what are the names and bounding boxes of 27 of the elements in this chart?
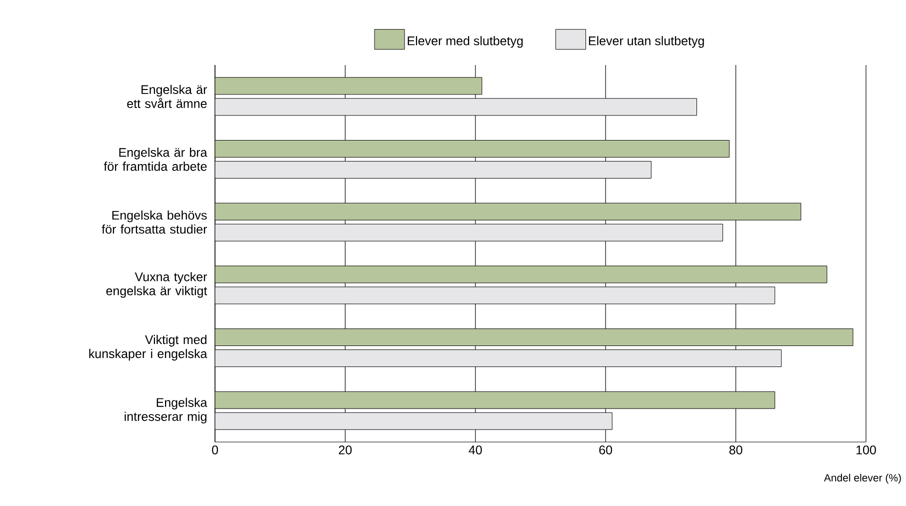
y-tick-label: Engelska behövs för fortsatta studier — [102, 210, 208, 234]
bar — [215, 77, 482, 95]
bar — [215, 140, 730, 158]
x-axis-title: Andel elever (%) — [824, 474, 901, 484]
x-tick-label: 20 — [338, 446, 352, 454]
y-tick-label: Viktigt med kunskaper i engelska — [89, 334, 208, 361]
x-tick-label: 40 — [468, 446, 482, 454]
bar — [215, 286, 776, 304]
bar — [215, 412, 612, 430]
y-tick-label: Engelska är ett svårt ämne — [127, 84, 208, 108]
bar — [215, 391, 776, 409]
bar — [215, 202, 802, 220]
y-tick-label: Engelska intresserar mig — [124, 398, 208, 424]
x-tick-label: 100 — [856, 446, 876, 454]
y-tick-label: Vuxna tycker engelska är viktigt — [106, 272, 208, 298]
x-tick-label: 80 — [729, 446, 742, 454]
legend-label: Elever med slutbetyg — [408, 36, 523, 48]
x-tick-label: 0 — [212, 446, 218, 454]
bar — [215, 328, 854, 346]
bar — [215, 350, 782, 368]
bar — [215, 266, 828, 284]
legend-label: Elever utan slutbetyg — [589, 36, 704, 48]
x-tick-label: 60 — [599, 446, 612, 454]
bar — [215, 224, 724, 242]
bar — [215, 161, 652, 179]
bar — [215, 98, 697, 116]
y-tick-label: Engelska är bra för framtida arbete — [104, 148, 208, 171]
